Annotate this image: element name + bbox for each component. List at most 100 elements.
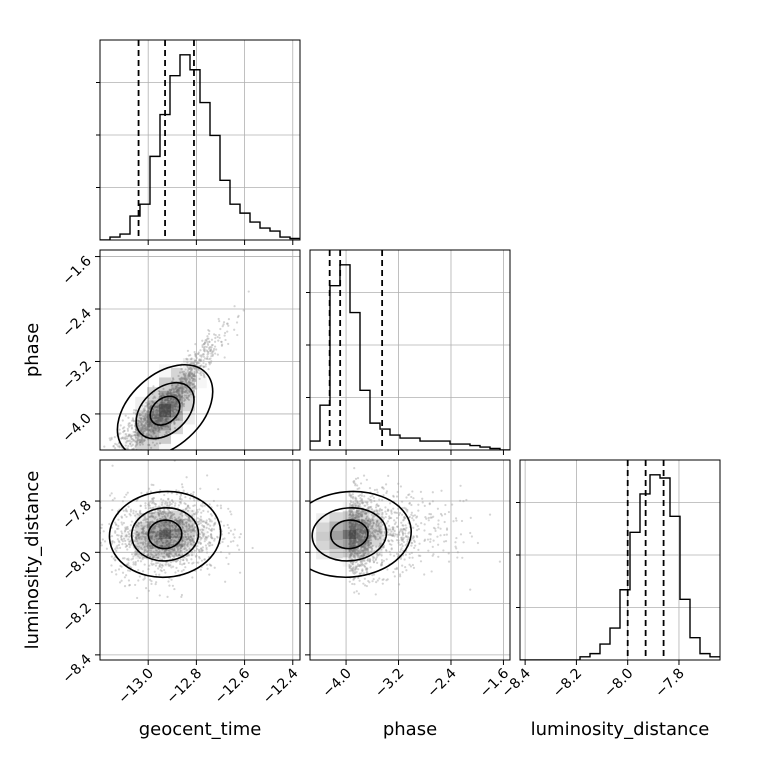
density-cell	[195, 527, 207, 536]
sample-point	[172, 399, 175, 402]
sample-point	[364, 543, 367, 546]
sample-point	[193, 526, 196, 529]
sample-point	[137, 533, 140, 537]
sample-point	[174, 390, 177, 393]
sample-point	[378, 526, 381, 529]
sample-point	[173, 535, 176, 538]
sample-point	[138, 553, 141, 556]
sample-point	[174, 536, 178, 539]
sample-point	[397, 531, 401, 534]
sample-point	[375, 552, 379, 555]
sample-point	[152, 409, 155, 412]
sample-point	[388, 550, 391, 553]
sample-point	[367, 541, 370, 544]
sample-point	[190, 382, 193, 385]
sample-point	[354, 517, 357, 520]
sample-point	[141, 556, 145, 559]
sample-point	[211, 350, 214, 353]
sample-point	[188, 365, 192, 368]
sample-point	[134, 562, 137, 565]
sample-point	[176, 559, 180, 562]
sample-point	[145, 549, 148, 552]
sample-point	[423, 573, 426, 576]
sample-point	[351, 542, 355, 545]
sample-point	[173, 411, 176, 415]
sample-point	[154, 583, 157, 586]
sample-point	[242, 309, 245, 312]
sample-point	[189, 369, 193, 372]
sample-point	[144, 548, 147, 551]
sample-point	[122, 456, 124, 458]
sample-point	[172, 556, 176, 559]
sample-point	[404, 528, 407, 531]
sample-point	[136, 434, 140, 437]
sample-point	[396, 525, 399, 528]
sample-point	[431, 491, 434, 494]
sample-point	[132, 555, 135, 558]
sample-point	[187, 529, 190, 532]
sample-point	[353, 540, 356, 544]
sample-point	[423, 504, 426, 508]
sample-point	[144, 427, 147, 430]
sample-point	[166, 595, 169, 598]
y-axis-label-phase: phase	[22, 323, 43, 377]
sample-point	[355, 560, 359, 563]
sample-point	[160, 524, 163, 527]
sample-point	[356, 501, 359, 504]
sample-point	[154, 419, 158, 422]
sample-point	[229, 529, 232, 532]
sample-point	[105, 457, 107, 459]
sample-point	[172, 548, 175, 552]
sample-point	[358, 555, 361, 559]
sample-point	[210, 355, 213, 358]
sample-point	[191, 386, 194, 390]
sample-point	[168, 401, 171, 405]
sample-point	[162, 524, 165, 527]
sample-point	[355, 540, 358, 544]
sample-point	[177, 394, 181, 397]
sample-point	[153, 426, 156, 429]
sample-point	[163, 551, 166, 555]
sample-point	[136, 432, 139, 436]
sample-point	[183, 394, 186, 397]
sample-point	[151, 520, 154, 523]
sample-point	[356, 501, 359, 504]
sample-point	[375, 504, 378, 507]
sample-point	[151, 498, 154, 501]
sample-point	[137, 454, 139, 456]
sample-point	[154, 551, 157, 554]
sample-point	[177, 569, 180, 572]
sample-point	[408, 563, 411, 566]
sample-point	[221, 325, 224, 328]
sample-point	[170, 553, 173, 556]
sample-point	[227, 526, 230, 529]
sample-point	[217, 488, 220, 491]
sample-point	[405, 535, 408, 539]
sample-point	[176, 528, 179, 531]
sample-point	[154, 396, 157, 399]
sample-point	[358, 529, 362, 532]
density-blocks	[135, 358, 195, 450]
sample-point	[187, 398, 191, 402]
sample-point	[182, 523, 185, 526]
sample-point	[233, 305, 236, 308]
sample-point	[182, 518, 186, 522]
sample-point	[186, 504, 189, 507]
sample-point	[152, 516, 155, 519]
sample-point	[170, 513, 173, 516]
sample-point	[162, 523, 165, 526]
sample-point	[363, 552, 367, 555]
sample-point	[400, 536, 404, 539]
sample-point	[120, 538, 123, 541]
sample-point	[352, 514, 355, 517]
sample-point	[166, 539, 169, 543]
sample-point	[219, 507, 223, 510]
sample-point	[349, 541, 352, 544]
sample-point	[178, 387, 181, 390]
sample-point	[200, 536, 203, 540]
sample-point	[133, 553, 137, 557]
sample-point	[172, 393, 175, 396]
sample-point	[136, 540, 139, 543]
sample-point	[94, 563, 96, 565]
sample-point	[358, 523, 362, 526]
